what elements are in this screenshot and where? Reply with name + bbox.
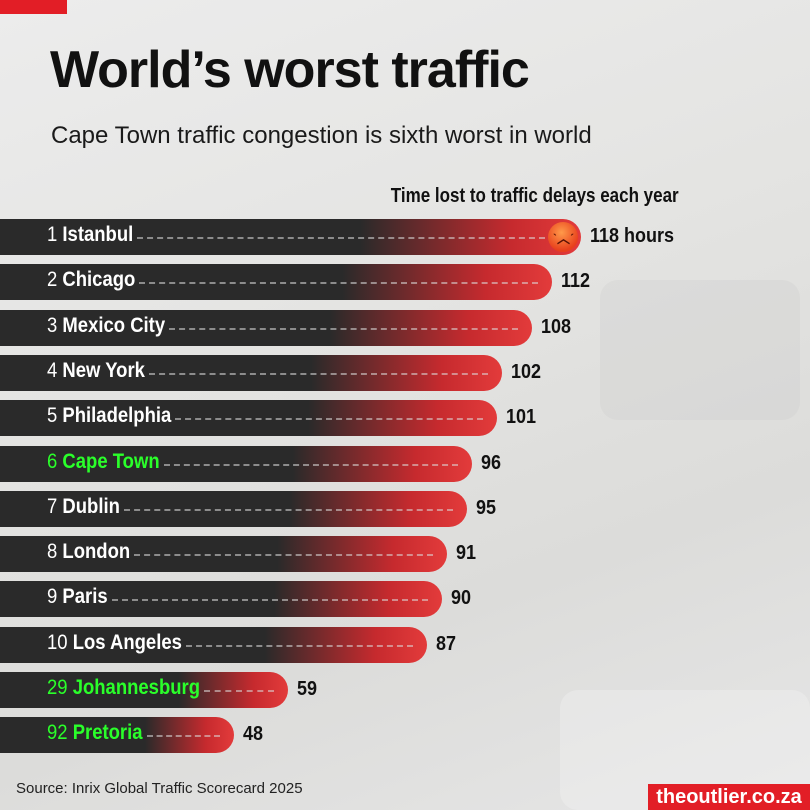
city-name: Pretoria: [72, 721, 143, 745]
bar-row: 5 Philadelphia 101: [0, 400, 810, 437]
rank: 92: [47, 721, 73, 745]
bar-row: 2 Chicago 112: [0, 264, 810, 301]
city-name: Istanbul: [62, 223, 134, 246]
city-name: New York: [62, 358, 145, 382]
leader-line: [123, 508, 454, 511]
bar-label: 8 London: [47, 540, 130, 564]
background-photo: [600, 280, 800, 420]
bar-label: 29 Johannesburg: [47, 676, 200, 700]
leader-line: [139, 282, 538, 285]
bar-row: 92 Pretoria 48: [0, 717, 810, 754]
city-name: Johannesburg: [72, 676, 201, 699]
city-name: Philadelphia: [62, 404, 172, 428]
city-name: Paris: [62, 585, 108, 609]
value-label: 118 hours: [590, 225, 675, 247]
city-name: London: [62, 540, 131, 564]
value-label: 96: [481, 451, 502, 474]
city-name: Dublin: [62, 494, 120, 518]
bar-row: 29 Johannesburg 59: [0, 672, 810, 708]
rank: 7: [47, 494, 63, 518]
rank: 3: [47, 313, 63, 337]
source-note: Source: Inrix Global Traffic Scorecard 2…: [16, 780, 303, 797]
value-label: 90: [451, 587, 472, 610]
bar-row: 8 London 91: [0, 536, 810, 573]
value-label: 112: [560, 270, 590, 293]
rank: 5: [47, 404, 63, 428]
bar-row: 1 Istanbul ˋ︿ˊ 118 hours: [0, 219, 810, 255]
leader-line: [163, 463, 459, 466]
bar-label: 10 Los Angeles: [47, 631, 182, 655]
rank: 2: [47, 268, 63, 292]
bar-row: 3 Mexico City 108: [0, 309, 810, 346]
bar-label: 2 Chicago: [47, 268, 135, 292]
bar-row: 6 Cape Town 96: [0, 445, 810, 482]
value-axis-label: Time lost to traffic delays each year: [391, 185, 679, 207]
city-name: Los Angeles: [72, 630, 182, 654]
value-label: 87: [436, 632, 457, 655]
bar-label: 3 Mexico City: [47, 314, 165, 338]
value-label: 108: [540, 315, 571, 338]
leader-line: [175, 418, 483, 421]
bar-label: 4 New York: [47, 359, 145, 383]
city-name: Chicago: [62, 268, 136, 292]
leader-line: [204, 690, 275, 692]
bar-label: 5 Philadelphia: [47, 404, 171, 428]
leader-line: [134, 554, 434, 557]
value-label: 95: [476, 496, 497, 519]
rank: 10: [47, 630, 73, 654]
rank: 9: [47, 585, 63, 609]
rank: 8: [47, 540, 63, 564]
chart-title: World’s worst traffic: [50, 41, 530, 99]
leader-line: [148, 372, 488, 375]
accent-bar: [0, 0, 67, 14]
bar-row: 7 Dublin 95: [0, 490, 810, 527]
rank: 6: [47, 449, 63, 473]
angry-face-icon: ˋ︿ˊ: [548, 222, 579, 252]
city-name: Mexico City: [62, 313, 166, 337]
rank: 4: [47, 358, 63, 382]
bar-label: 9 Paris: [47, 585, 108, 609]
leader-line: [185, 644, 414, 647]
value-label: 102: [510, 360, 541, 383]
bar-label: 6 Cape Town: [47, 450, 160, 474]
value-label: 59: [297, 678, 318, 700]
bar-row: 10 Los Angeles 87: [0, 626, 810, 663]
bar-row: 4 New York 102: [0, 354, 810, 391]
rank: 29: [47, 676, 73, 699]
value-label: 101: [505, 406, 537, 429]
brand-logo[interactable]: theoutlier.co.za: [648, 784, 810, 810]
leader-line: [146, 735, 220, 738]
leader-line: [137, 237, 546, 239]
value-label: 48: [242, 723, 263, 746]
leader-line: [111, 599, 429, 602]
chart-subtitle: Cape Town traffic congestion is sixth wo…: [51, 122, 592, 149]
bar-label: 92 Pretoria: [47, 721, 143, 745]
bar-label: 7 Dublin: [47, 495, 120, 519]
bar-label: 1 Istanbul: [47, 223, 133, 247]
bar-row: 9 Paris 90: [0, 581, 810, 618]
city-name: Cape Town: [62, 449, 160, 473]
leader-line: [169, 327, 518, 330]
rank: 1: [47, 223, 63, 246]
value-label: 91: [456, 542, 477, 565]
